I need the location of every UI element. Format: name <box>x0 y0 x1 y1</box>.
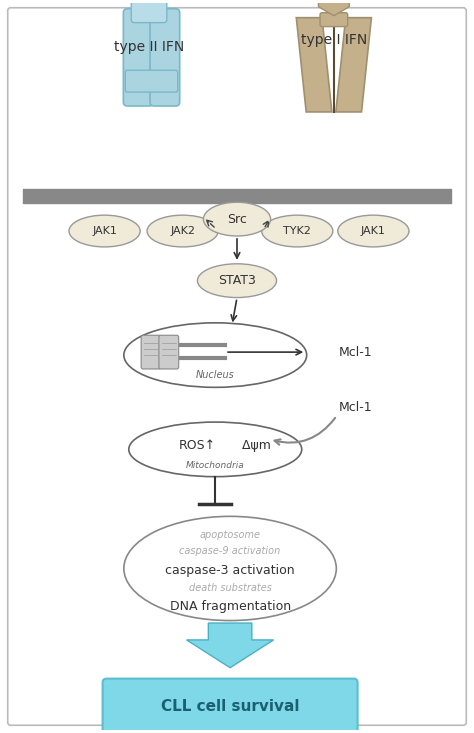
Ellipse shape <box>124 323 307 387</box>
FancyBboxPatch shape <box>159 335 179 369</box>
FancyBboxPatch shape <box>131 0 167 23</box>
Ellipse shape <box>338 216 409 247</box>
Text: Mitochondria: Mitochondria <box>186 461 245 470</box>
Text: caspase-3 activation: caspase-3 activation <box>165 564 295 577</box>
FancyBboxPatch shape <box>141 335 161 369</box>
Text: DNA fragmentation: DNA fragmentation <box>170 600 291 613</box>
Text: JAK1: JAK1 <box>92 226 117 236</box>
Polygon shape <box>187 623 273 668</box>
Ellipse shape <box>198 264 276 298</box>
Text: Nucleus: Nucleus <box>196 370 235 380</box>
Ellipse shape <box>147 216 218 247</box>
Text: death substrates: death substrates <box>189 583 272 593</box>
Text: Mcl-1: Mcl-1 <box>339 401 373 414</box>
Text: TYK2: TYK2 <box>283 226 311 236</box>
Text: ROS↑: ROS↑ <box>179 439 216 452</box>
FancyBboxPatch shape <box>150 9 180 106</box>
Polygon shape <box>296 18 332 112</box>
Text: type I IFN: type I IFN <box>301 34 367 48</box>
Ellipse shape <box>203 202 271 236</box>
Ellipse shape <box>262 216 333 247</box>
Text: Δψm: Δψm <box>238 439 271 452</box>
Text: CLL cell survival: CLL cell survival <box>161 699 300 714</box>
FancyBboxPatch shape <box>125 70 178 92</box>
Text: Src: Src <box>227 213 247 226</box>
FancyBboxPatch shape <box>8 8 466 725</box>
FancyBboxPatch shape <box>320 12 348 26</box>
Text: caspase-9 activation: caspase-9 activation <box>180 545 281 556</box>
Polygon shape <box>319 0 349 15</box>
Text: Mcl-1: Mcl-1 <box>339 346 373 358</box>
Ellipse shape <box>124 516 337 621</box>
Ellipse shape <box>129 422 302 476</box>
Polygon shape <box>336 18 372 112</box>
Text: JAK1: JAK1 <box>361 226 386 236</box>
Text: type II IFN: type II IFN <box>114 40 184 54</box>
Text: STAT3: STAT3 <box>218 274 256 287</box>
Ellipse shape <box>69 216 140 247</box>
FancyBboxPatch shape <box>102 679 357 733</box>
Text: apoptosome: apoptosome <box>200 530 261 539</box>
FancyBboxPatch shape <box>123 9 153 106</box>
Text: JAK2: JAK2 <box>170 226 195 236</box>
